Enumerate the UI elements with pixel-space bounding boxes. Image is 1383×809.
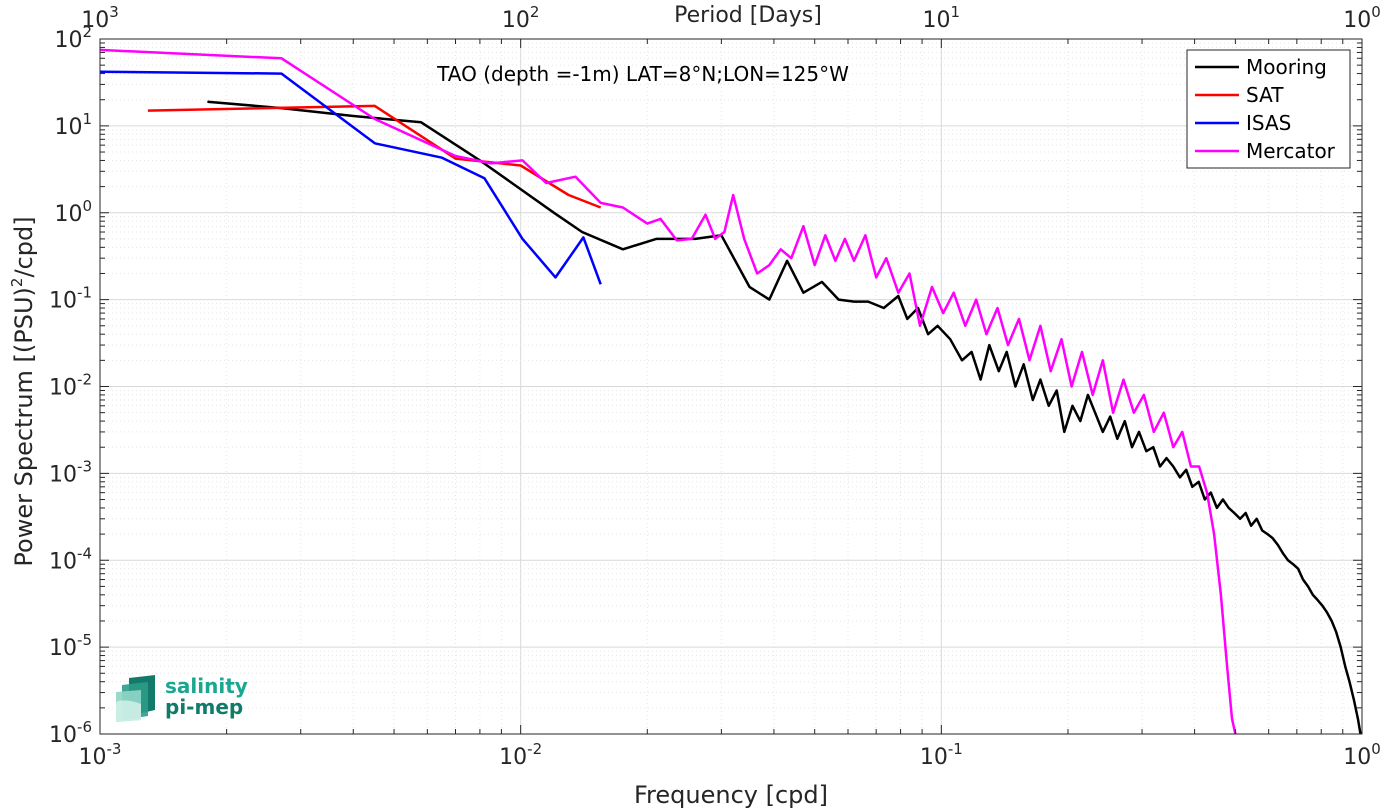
top-tick-label-exp: 3 bbox=[109, 3, 119, 21]
top-tick-label-base: 10 bbox=[81, 8, 109, 33]
x-axis-label: Frequency [cpd] bbox=[634, 781, 828, 809]
top-axis-label: Period [Days] bbox=[674, 3, 822, 28]
series-line-sat bbox=[147, 104, 602, 209]
y-tick-label: 100 bbox=[54, 197, 92, 227]
x-tick-label-base: 10 bbox=[79, 745, 107, 770]
grid bbox=[99, 39, 1362, 735]
y-tick-label: 10-4 bbox=[49, 544, 92, 574]
x-tick-label-base: 10 bbox=[499, 745, 527, 770]
top-tick-label-exp: 0 bbox=[1371, 3, 1381, 21]
x-tick-label: 10-1 bbox=[920, 740, 963, 770]
y-tick-label-base: 10 bbox=[49, 376, 77, 401]
top-tick-label-exp: 1 bbox=[951, 3, 961, 21]
y-axis-label-tail: /cpd] bbox=[10, 216, 38, 277]
y-tick-label-exp: -2 bbox=[77, 371, 92, 389]
top-tick-label: 102 bbox=[502, 3, 540, 33]
y-tick-label: 10-1 bbox=[49, 284, 92, 314]
logo-text-line2: pi-mep bbox=[165, 695, 243, 719]
y-tick-label-base: 10 bbox=[49, 462, 77, 487]
y-tick-label-base: 10 bbox=[49, 723, 77, 748]
y-tick-label-exp: 0 bbox=[82, 197, 92, 215]
y-tick-label-exp: -1 bbox=[77, 284, 92, 302]
x-tick-label-exp: -1 bbox=[948, 740, 963, 758]
y-tick-label-exp: -4 bbox=[77, 544, 92, 562]
y-tick-label-base: 10 bbox=[54, 202, 82, 227]
legend: Mooring SAT ISAS Mercator bbox=[1186, 49, 1351, 169]
y-tick-label-exp: -3 bbox=[77, 457, 92, 475]
x-tick-label-exp: 0 bbox=[1371, 740, 1381, 758]
x-tick-label: 10-2 bbox=[499, 740, 542, 770]
y-tick-label-exp: 1 bbox=[82, 110, 92, 128]
x-tick-label-exp: -3 bbox=[107, 740, 122, 758]
y-tick-label-base: 10 bbox=[54, 115, 82, 140]
y-tick-label-base: 10 bbox=[49, 289, 77, 314]
series-lines bbox=[99, 48, 1362, 735]
legend-label-sat: SAT bbox=[1246, 83, 1284, 107]
y-axis-label-sup: 2 bbox=[8, 278, 26, 288]
series-line-mercator bbox=[99, 48, 1237, 735]
series-line-mooring bbox=[207, 100, 1362, 735]
y-tick-label: 10-6 bbox=[49, 718, 92, 748]
x-tick-label: 100 bbox=[1343, 740, 1381, 770]
y-tick-label: 101 bbox=[54, 110, 92, 140]
legend-box bbox=[1186, 49, 1351, 169]
top-tick-label: 103 bbox=[81, 3, 119, 33]
axis-ticks bbox=[99, 39, 1362, 735]
series-line-isas bbox=[99, 70, 602, 285]
x-tick-label-base: 10 bbox=[920, 745, 948, 770]
chart-title: TAO (depth =-1m) LAT=8°N;LON=125°W bbox=[436, 62, 849, 86]
top-tick-label: 100 bbox=[1343, 3, 1381, 33]
y-tick-label-base: 10 bbox=[49, 549, 77, 574]
y-tick-label: 10-3 bbox=[49, 457, 92, 487]
y-axis-label-main: Power Spectrum [(PSU) bbox=[10, 287, 38, 566]
y-tick-label-exp: -6 bbox=[77, 718, 92, 736]
x-tick-label-exp: -2 bbox=[527, 740, 542, 758]
y-tick-label: 10-5 bbox=[49, 631, 92, 661]
legend-label-mooring: Mooring bbox=[1246, 55, 1327, 79]
y-tick-label: 102 bbox=[54, 23, 92, 53]
x-tick-label: 10-3 bbox=[79, 740, 122, 770]
y-tick-label-base: 10 bbox=[54, 28, 82, 53]
logo-mark-icon bbox=[116, 675, 155, 722]
legend-label-mercator: Mercator bbox=[1246, 139, 1336, 163]
salinity-pi-mep-logo: salinity pi-mep bbox=[116, 674, 248, 722]
top-tick-label-base: 10 bbox=[923, 8, 951, 33]
tick-labels: 10-3 10-2 10-1 10010210110010-110-210-310-4… bbox=[49, 3, 1381, 770]
top-tick-label-base: 10 bbox=[1343, 8, 1371, 33]
y-axis-label: Power Spectrum [(PSU)2/cpd] bbox=[8, 216, 38, 566]
top-tick-label-base: 10 bbox=[502, 8, 530, 33]
logo-text-line1: salinity bbox=[165, 674, 248, 698]
top-tick-label: 101 bbox=[923, 3, 961, 33]
top-tick-label-exp: 2 bbox=[530, 3, 540, 21]
y-tick-label-base: 10 bbox=[49, 636, 77, 661]
x-tick-label-base: 10 bbox=[1343, 745, 1371, 770]
y-tick-label-exp: -5 bbox=[77, 631, 92, 649]
y-tick-label: 10-2 bbox=[49, 371, 92, 401]
legend-label-isas: ISAS bbox=[1246, 111, 1291, 135]
y-tick-label-exp: 2 bbox=[82, 23, 92, 41]
